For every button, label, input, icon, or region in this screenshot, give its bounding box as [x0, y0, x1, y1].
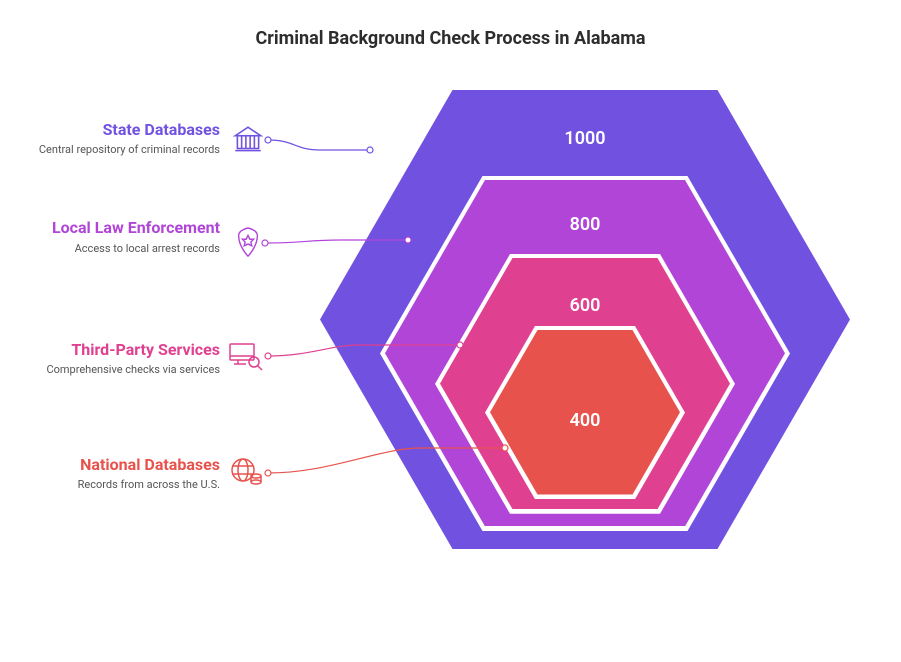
- label-subtitle-3: Records from across the U.S.: [0, 478, 220, 491]
- monitor-icon: [228, 338, 264, 374]
- label-subtitle-0: Central repository of criminal records: [0, 143, 220, 156]
- hex-value-2: 600: [320, 295, 850, 316]
- chart-title: Criminal Background Check Process in Ala…: [0, 28, 901, 49]
- globe-icon: [228, 455, 264, 491]
- label-title-1: Local Law Enforcement: [0, 218, 220, 238]
- hex-value-1: 800: [320, 214, 850, 235]
- hexagon-chart: 1000 800 600 400: [320, 90, 850, 610]
- label-title-3: National Databases: [0, 455, 220, 474]
- label-subtitle-1: Access to local arrest records: [0, 242, 220, 255]
- label-block-1: Local Law Enforcement Access to local ar…: [0, 218, 220, 255]
- building-icon: [230, 122, 266, 158]
- badge-icon: [230, 225, 266, 261]
- hex-value-0: 1000: [320, 128, 850, 149]
- label-subtitle-2: Comprehensive checks via services: [0, 363, 220, 376]
- hex-value-3: 400: [320, 410, 850, 431]
- label-block-0: State Databases Central repository of cr…: [0, 120, 220, 156]
- label-block-3: National Databases Records from across t…: [0, 455, 220, 491]
- label-block-2: Third-Party Services Comprehensive check…: [0, 340, 220, 376]
- label-title-2: Third-Party Services: [0, 340, 220, 359]
- label-title-0: State Databases: [0, 120, 220, 139]
